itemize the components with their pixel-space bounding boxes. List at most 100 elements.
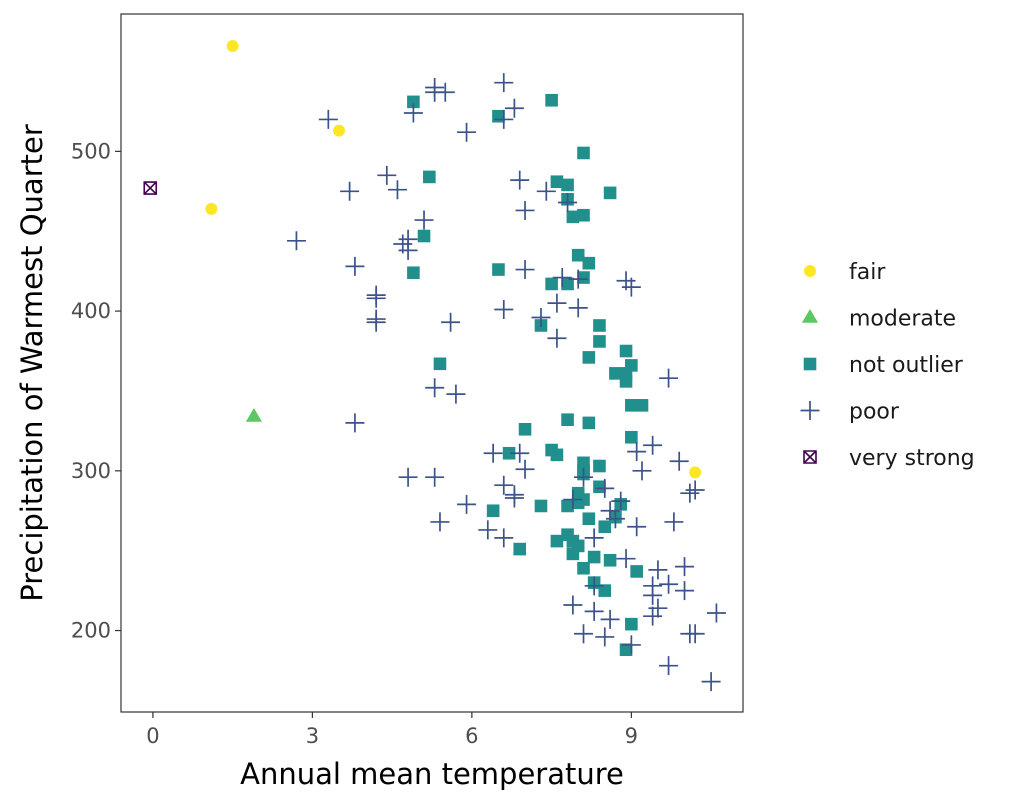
data-point-not-outlier [603,186,617,200]
data-point-poor [345,256,365,276]
data-point-not-outlier [417,229,431,243]
data-point-poor [643,435,663,455]
data-point-not-outlier [577,208,590,222]
data-point-poor [574,624,594,644]
data-point-poor [286,231,306,251]
data-point-poor [425,467,445,487]
data-point-not-outlier [625,430,638,444]
data-point-not-outlier [561,413,574,427]
data-point-poor [510,170,530,190]
y-tick-label: 200 [71,619,111,643]
data-point-poor [563,595,583,615]
data-point-poor [563,490,583,510]
data-point-not-outlier [561,499,574,513]
data-point-poor [584,528,604,548]
data-point-not-outlier [577,146,590,160]
x-tick-label: 6 [465,724,478,748]
data-point-not-outlier [571,248,585,262]
data-point-poor [643,585,663,605]
data-point-poor [552,268,572,288]
data-point-poor [675,557,695,577]
data-point-poor [669,451,689,471]
data-point-poor [441,312,461,332]
data-point-not-outlier [407,95,420,109]
data-point-poor [457,122,477,142]
data-point-poor [494,73,514,93]
data-point-poor [701,672,721,692]
legend-key-not-outlier [803,357,817,371]
legend: fair moderate not outlier poor very strong [800,260,975,471]
plot-panel [120,13,744,713]
x-tick-label: 0 [146,724,159,748]
data-point-not-outlier [566,210,580,224]
legend-key-moderate [801,309,819,323]
data-point-poor [515,459,535,479]
data-point-poor [398,467,418,487]
data-point-not-outlier [582,351,596,364]
y-axis: 200 300 400 500 [71,139,121,643]
data-point-not-outlier [582,512,596,526]
data-point-not-outlier [550,534,564,548]
data-point-poor [515,260,535,280]
data-point-poor [398,229,418,249]
data-point-poor [627,442,647,462]
data-point-not-outlier [619,375,633,388]
data-point-poor [648,598,668,618]
data-point-poor [494,299,514,319]
data-point-poor [574,467,594,487]
data-point-poor [457,494,477,514]
data-point-poor [515,200,535,220]
data-point-poor [616,549,636,569]
data-point-poor [558,192,578,212]
data-point-poor [494,109,514,129]
data-point-poor [504,98,524,118]
data-point-poor [685,624,705,644]
data-point-poor [531,307,551,327]
data-point-poor [425,378,445,398]
data-point-not-outlier [561,178,574,192]
data-point-poor [675,581,695,601]
data-point-poor [435,82,455,102]
data-point-not-outlier [550,448,564,462]
legend-label-moderate: moderate [849,307,956,332]
data-point-poor [494,528,514,548]
data-point-poor [340,181,360,201]
data-point-not-outlier [582,256,596,270]
data-point-poor [664,512,684,532]
data-point-not-outlier [577,561,590,575]
data-point-poor [611,491,631,511]
data-point-fair [332,124,345,137]
data-point-not-outlier [582,416,596,430]
data-point-poor [483,443,503,463]
data-point-poor [430,512,450,532]
data-point-poor [627,517,647,537]
data-point-not-outlier [423,170,436,184]
data-point-poor [621,635,641,655]
data-point-poor [494,475,514,495]
data-point-not-outlier [492,109,505,123]
data-point-not-outlier [625,617,638,631]
y-tick-label: 300 [71,459,111,483]
data-point-not-outlier [593,480,606,494]
y-axis-title: Precipitation of Warmest Quarter [15,124,49,602]
data-point-poor [600,609,620,629]
x-axis-title: Annual mean temperature [240,757,624,791]
data-point-not-outlier [609,367,622,380]
x-tick-label: 3 [306,724,319,748]
data-point-poor [706,603,726,623]
legend-label-fair: fair [849,260,886,285]
data-point-not-outlier [492,263,505,276]
data-point-poor [643,606,663,626]
data-point-poor [345,413,365,433]
data-point-poor [568,298,588,318]
data-point-poor [366,288,386,308]
data-point-not-outlier [603,553,617,567]
data-point-poor [504,488,524,508]
points-layer [143,39,726,692]
data-point-poor [659,656,679,676]
data-point-poor [547,293,567,313]
data-point-poor [659,368,679,388]
data-point-not-outlier [502,446,516,460]
data-point-poor [605,509,625,529]
